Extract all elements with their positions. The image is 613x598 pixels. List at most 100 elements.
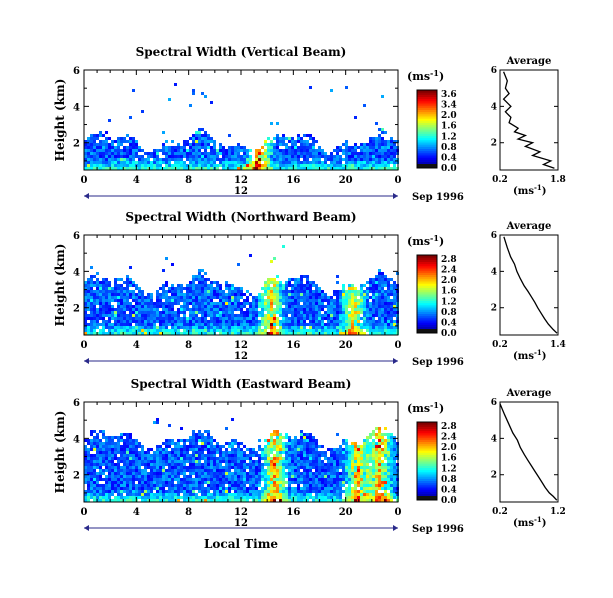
heatmap-cell [147,329,150,332]
heatmap-cell [108,326,111,329]
heatmap-cell [147,451,150,454]
heatmap-cell [351,284,354,287]
heatmap-cell [132,326,135,329]
heatmap-cell [336,308,339,311]
heatmap-cell [153,317,156,320]
heatmap-cell [222,460,225,463]
heatmap-cell [210,164,213,167]
heatmap-cell [132,155,135,158]
heatmap-cell [183,448,186,451]
heatmap-cell [90,323,93,326]
heatmap-cell [330,155,333,158]
heatmap-cell [378,140,381,143]
heatmap-cell [84,439,87,442]
heatmap-cell [198,430,201,433]
heatmap-cell [282,149,285,152]
heatmap-cell [297,152,300,155]
heatmap-cell [297,463,300,466]
heatmap-cell [345,317,348,320]
heatmap-cell [225,466,228,469]
heatmap-cell [117,149,120,152]
heatmap-cell [390,287,393,290]
heatmap-cell [129,451,132,454]
heatmap-cell [228,308,231,311]
colorbar-segment [417,320,437,323]
heatmap-cell [99,281,102,284]
heatmap-cell [339,314,342,317]
heatmap-cell [339,496,342,499]
heatmap-cell [342,317,345,320]
heatmap-cell [309,323,312,326]
heatmap-cell [141,158,144,161]
heatmap-cell [282,143,285,146]
heatmap-cell [285,323,288,326]
heatmap-cell [105,146,108,149]
heatmap-cell [99,323,102,326]
heatmap-cell [387,164,390,167]
heatmap-cell [204,499,207,502]
heatmap-cell [228,490,231,493]
heatmap-cell [180,158,183,161]
heatmap-cell [165,326,168,329]
heatmap-cell [261,146,264,149]
heatmap-cell [240,287,243,290]
heatmap-cell [210,448,213,451]
heatmap-cell [285,320,288,323]
heatmap-cell [387,140,390,143]
heatmap-cell [360,457,363,460]
heatmap-cell [165,457,168,460]
heatmap-cell [174,496,177,499]
heatmap-cell [330,305,333,308]
heatmap-cell [96,152,99,155]
heatmap-cell [366,299,369,302]
heatmap-cell [189,478,192,481]
heatmap-cell [288,281,291,284]
heatmap-cell [363,475,366,478]
heatmap-cell [213,149,216,152]
heatmap-cell [231,317,234,320]
heatmap-cell [321,161,324,164]
heatmap-cell [243,164,246,167]
heatmap-cell [303,134,306,137]
heatmap-cell [309,296,312,299]
heatmap-cell [117,146,120,149]
heatmap-cell [144,164,147,167]
heatmap-cell [270,481,273,484]
heatmap-cell [87,487,90,490]
heatmap-cell [207,158,210,161]
heatmap-cell [123,299,126,302]
heatmap-cell [336,164,339,167]
heatmap-cell [366,164,369,167]
heatmap-cell [363,314,366,317]
heatmap-cell [207,164,210,167]
heatmap-cell [285,281,288,284]
heatmap-cell [297,466,300,469]
heatmap-cell [375,481,378,484]
heatmap-cell [351,167,354,170]
heatmap-cell [87,448,90,451]
heatmap-cell [306,329,309,332]
heatmap-cell [120,296,123,299]
heatmap-cell [216,287,219,290]
heatmap-cell [126,475,129,478]
heatmap-cell [240,442,243,445]
heatmap-cell [276,152,279,155]
heatmap-cell [318,164,321,167]
heatmap-cell [354,314,357,317]
heatmap-cell [258,469,261,472]
heatmap-cell [177,167,180,170]
heatmap-cell [216,484,219,487]
heatmap-cell [252,451,255,454]
heatmap-cell [141,164,144,167]
heatmap-cell [198,296,201,299]
heatmap-cell [204,463,207,466]
heatmap-cell [318,454,321,457]
heatmap-cell [219,457,222,460]
heatmap-cell [342,454,345,457]
heatmap-cell [348,290,351,293]
heatmap-cell [210,484,213,487]
heatmap-cell [183,481,186,484]
heatmap-cell [345,448,348,451]
heatmap-cell [270,472,273,475]
heatmap-cell [348,155,351,158]
